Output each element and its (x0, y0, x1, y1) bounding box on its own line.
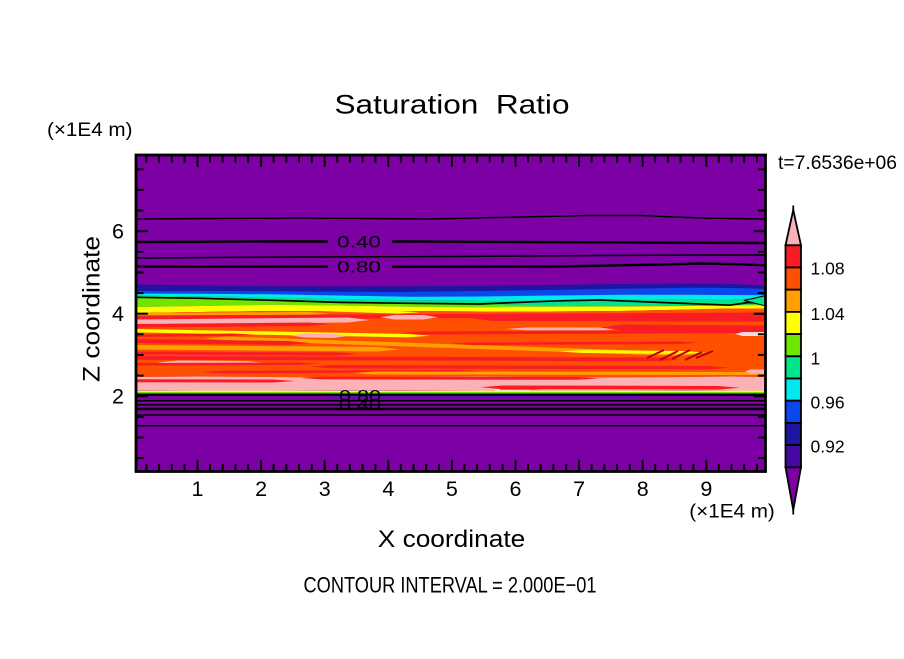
svg-text:6: 6 (112, 220, 124, 244)
svg-text:0.40: 0.40 (339, 396, 381, 415)
svg-text:7: 7 (573, 477, 585, 501)
svg-text:0.40: 0.40 (337, 233, 381, 252)
svg-text:1.08: 1.08 (811, 259, 845, 279)
svg-text:CONTOUR INTERVAL = 2.000E−01: CONTOUR INTERVAL = 2.000E−01 (304, 573, 597, 598)
svg-text:X coordinate: X coordinate (378, 526, 526, 553)
svg-text:6: 6 (510, 477, 522, 501)
svg-text:(×1E4 m): (×1E4 m) (689, 502, 775, 523)
svg-text:9: 9 (700, 477, 712, 501)
svg-text:4: 4 (382, 477, 394, 501)
svg-text:1.04: 1.04 (811, 304, 845, 324)
svg-text:Z coordinate: Z coordinate (79, 236, 106, 382)
svg-text:1: 1 (811, 349, 821, 369)
svg-text:5: 5 (446, 477, 458, 501)
svg-text:3: 3 (319, 477, 331, 501)
svg-text:t=7.6536e+06: t=7.6536e+06 (778, 153, 897, 174)
svg-text:0.92: 0.92 (811, 437, 845, 457)
svg-text:0.96: 0.96 (811, 393, 845, 413)
svg-text:8: 8 (637, 477, 649, 501)
svg-text:2: 2 (255, 477, 267, 501)
svg-text:0.80: 0.80 (339, 387, 381, 406)
svg-text:(×1E4 m): (×1E4 m) (47, 120, 133, 141)
svg-text:0.80: 0.80 (337, 258, 381, 277)
svg-text:2: 2 (112, 385, 124, 409)
svg-text:1: 1 (192, 477, 204, 501)
svg-text:4: 4 (112, 302, 124, 326)
svg-text:Saturation Ratio: Saturation Ratio (335, 90, 570, 120)
